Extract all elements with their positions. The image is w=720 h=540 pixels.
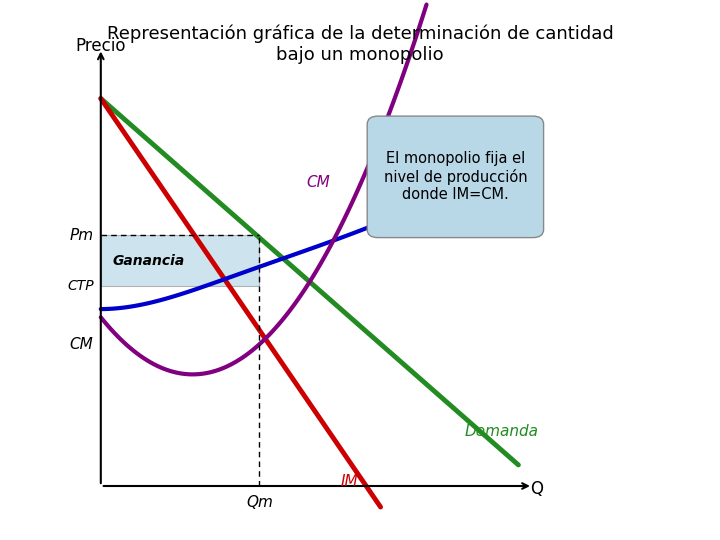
FancyBboxPatch shape	[101, 235, 259, 286]
Text: CM: CM	[70, 338, 94, 353]
Text: CM: CM	[306, 176, 330, 190]
Text: Pm: Pm	[69, 228, 94, 243]
Text: CTP: CTP	[485, 193, 512, 207]
Text: Representación gráfica de la determinación de cantidad
bajo un monopolio: Representación gráfica de la determinaci…	[107, 24, 613, 64]
Text: Q: Q	[530, 480, 543, 498]
FancyBboxPatch shape	[367, 116, 544, 238]
Text: Demanda: Demanda	[464, 424, 538, 438]
Text: IM: IM	[341, 474, 358, 489]
Text: Precio: Precio	[76, 37, 126, 55]
Text: CTP: CTP	[67, 279, 94, 293]
Text: Qm: Qm	[246, 495, 273, 510]
Text: Ganancia: Ganancia	[112, 254, 184, 268]
Text: El monopolio fija el
nivel de producción
donde IM=CM.: El monopolio fija el nivel de producción…	[384, 151, 527, 202]
